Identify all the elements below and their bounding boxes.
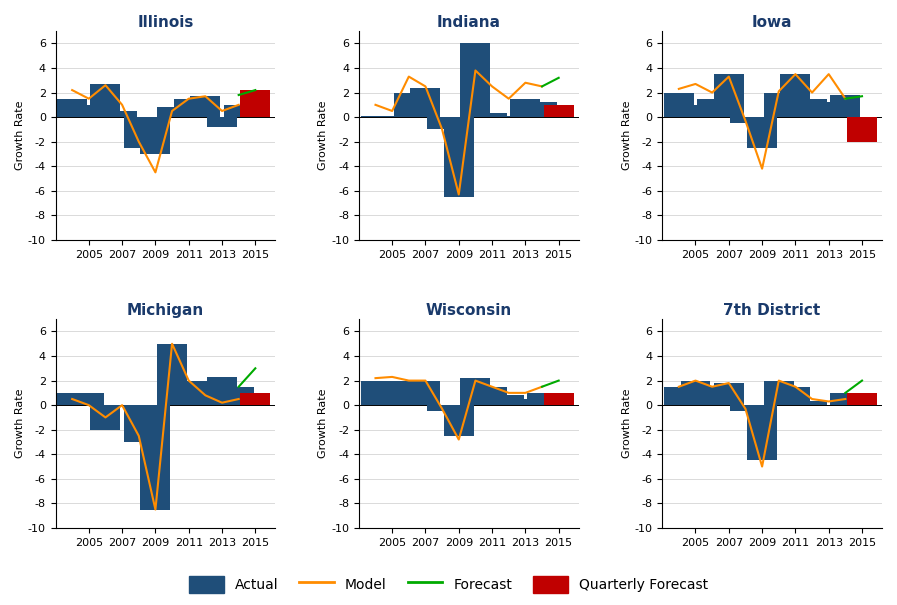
Bar: [240, 90, 270, 117]
Bar: [780, 387, 810, 405]
Bar: [763, 381, 794, 405]
Bar: [544, 393, 574, 405]
Bar: [831, 393, 860, 405]
Bar: [493, 116, 524, 117]
Bar: [444, 117, 474, 197]
Bar: [157, 107, 187, 117]
Bar: [831, 95, 860, 117]
Bar: [510, 99, 540, 117]
Bar: [664, 93, 693, 117]
Title: Michigan: Michigan: [126, 303, 204, 318]
Y-axis label: Growth Rate: Growth Rate: [15, 389, 25, 459]
Bar: [174, 99, 204, 117]
Bar: [91, 84, 120, 117]
Bar: [377, 381, 407, 405]
Bar: [107, 111, 137, 117]
Bar: [240, 393, 270, 405]
Title: Iowa: Iowa: [752, 15, 792, 30]
Bar: [714, 74, 744, 117]
Bar: [427, 405, 457, 411]
Bar: [460, 44, 491, 117]
Bar: [847, 117, 877, 142]
Bar: [460, 378, 491, 405]
Title: Illinois: Illinois: [137, 15, 194, 30]
Bar: [174, 381, 204, 405]
Bar: [427, 117, 457, 129]
Bar: [797, 99, 827, 117]
Bar: [361, 381, 390, 405]
Bar: [207, 117, 237, 127]
Bar: [223, 105, 254, 117]
Bar: [377, 116, 407, 117]
Bar: [190, 96, 221, 117]
Bar: [477, 113, 507, 117]
Bar: [527, 102, 557, 117]
Bar: [493, 395, 524, 405]
Bar: [361, 116, 390, 117]
Title: Wisconsin: Wisconsin: [425, 303, 512, 318]
Bar: [747, 405, 777, 460]
Bar: [847, 393, 877, 405]
Title: Indiana: Indiana: [437, 15, 501, 30]
Bar: [681, 105, 710, 117]
Bar: [444, 405, 474, 436]
Bar: [394, 381, 423, 405]
Bar: [394, 93, 423, 117]
Bar: [223, 387, 254, 405]
Bar: [681, 381, 710, 405]
Y-axis label: Growth Rate: Growth Rate: [15, 101, 25, 170]
Bar: [411, 88, 440, 117]
Bar: [797, 402, 827, 405]
Bar: [57, 99, 87, 117]
Bar: [207, 377, 237, 405]
Bar: [664, 387, 693, 405]
Bar: [730, 117, 761, 123]
Title: 7th District: 7th District: [724, 303, 821, 318]
Bar: [730, 405, 761, 411]
Bar: [780, 74, 810, 117]
Bar: [544, 105, 574, 117]
Bar: [814, 102, 844, 117]
Bar: [74, 105, 104, 117]
Bar: [510, 399, 540, 405]
Legend: Actual, Model, Forecast, Quarterly Forecast: Actual, Model, Forecast, Quarterly Forec…: [183, 570, 714, 598]
Bar: [124, 405, 153, 442]
Bar: [747, 117, 777, 148]
Bar: [141, 117, 170, 154]
Bar: [124, 117, 153, 148]
Bar: [527, 393, 557, 405]
Y-axis label: Growth Rate: Growth Rate: [622, 389, 631, 459]
Y-axis label: Growth Rate: Growth Rate: [622, 101, 631, 170]
Bar: [141, 405, 170, 509]
Bar: [74, 393, 104, 405]
Bar: [714, 383, 744, 405]
Bar: [411, 381, 440, 405]
Y-axis label: Growth Rate: Growth Rate: [318, 389, 328, 459]
Bar: [190, 381, 221, 405]
Bar: [57, 393, 87, 405]
Bar: [477, 387, 507, 405]
Bar: [763, 93, 794, 117]
Bar: [697, 387, 727, 405]
Bar: [157, 344, 187, 405]
Bar: [697, 99, 727, 117]
Bar: [91, 405, 120, 430]
Y-axis label: Growth Rate: Growth Rate: [318, 101, 328, 170]
